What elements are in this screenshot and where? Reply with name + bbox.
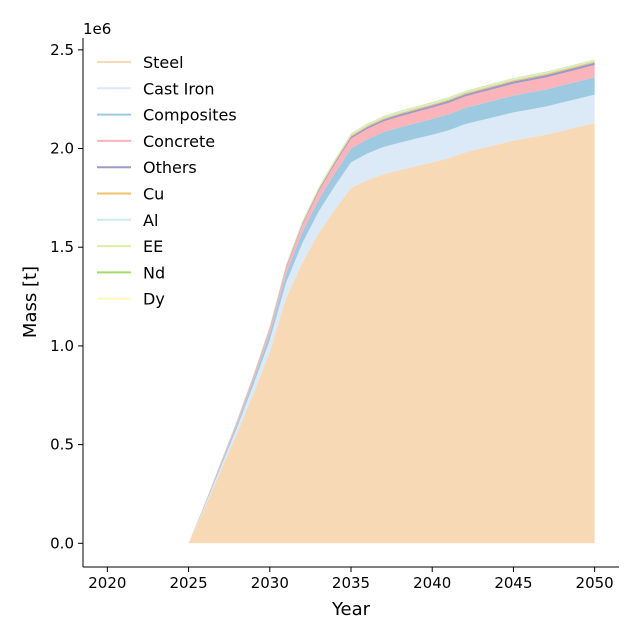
x-tick-label: 2050 [576, 574, 614, 592]
legend-item-steel: Steel [97, 53, 184, 72]
legend-item-concrete: Concrete [97, 132, 215, 151]
legend-item-others: Others [97, 158, 197, 177]
legend-item-ee: EE [97, 237, 163, 256]
x-axis-label: Year [331, 599, 371, 620]
x-tick-label: 2040 [413, 574, 451, 592]
x-ticks: 2020 2025 2030 2035 2040 2045 2050 [88, 567, 614, 592]
legend-item-cast-iron: Cast Iron [97, 79, 215, 98]
y-tick-label: 0.5 [50, 436, 74, 454]
legend-item-dy: Dy [97, 290, 165, 309]
x-tick-label: 2035 [332, 574, 370, 592]
legend-item-cu: Cu [97, 185, 164, 204]
legend-item-al: Al [97, 211, 158, 230]
y-axis-label: Mass [t] [20, 266, 41, 338]
x-tick-label: 2045 [494, 574, 532, 592]
legend-label: Concrete [143, 132, 215, 151]
area-steel [188, 122, 595, 544]
x-tick-label: 2030 [251, 574, 289, 592]
legend: Steel Cast Iron Composites Concrete Others Cu… [97, 53, 237, 309]
legend-label: Cu [143, 185, 164, 204]
y-ticks: 0.0 0.5 1.0 1.5 2.0 2.5 [50, 41, 83, 552]
y-multiplier-label: 1e6 [83, 20, 111, 38]
legend-label: Dy [143, 290, 165, 309]
legend-label: Al [143, 211, 158, 230]
x-tick-label: 2025 [169, 574, 207, 592]
area-layers [188, 59, 595, 544]
legend-label: Steel [143, 53, 184, 72]
legend-item-nd: Nd [97, 263, 165, 282]
y-tick-label: 2.5 [50, 41, 74, 59]
y-tick-label: 2.0 [50, 140, 74, 158]
x-tick-label: 2020 [88, 574, 126, 592]
legend-label: Composites [143, 106, 237, 125]
legend-label: Others [143, 158, 197, 177]
legend-label: Cast Iron [143, 79, 215, 98]
legend-item-composites: Composites [97, 106, 237, 125]
y-tick-label: 0.0 [50, 534, 74, 552]
y-tick-label: 1.0 [50, 337, 74, 355]
legend-label: EE [143, 237, 163, 256]
legend-label: Nd [143, 263, 165, 282]
y-tick-label: 1.5 [50, 238, 74, 256]
